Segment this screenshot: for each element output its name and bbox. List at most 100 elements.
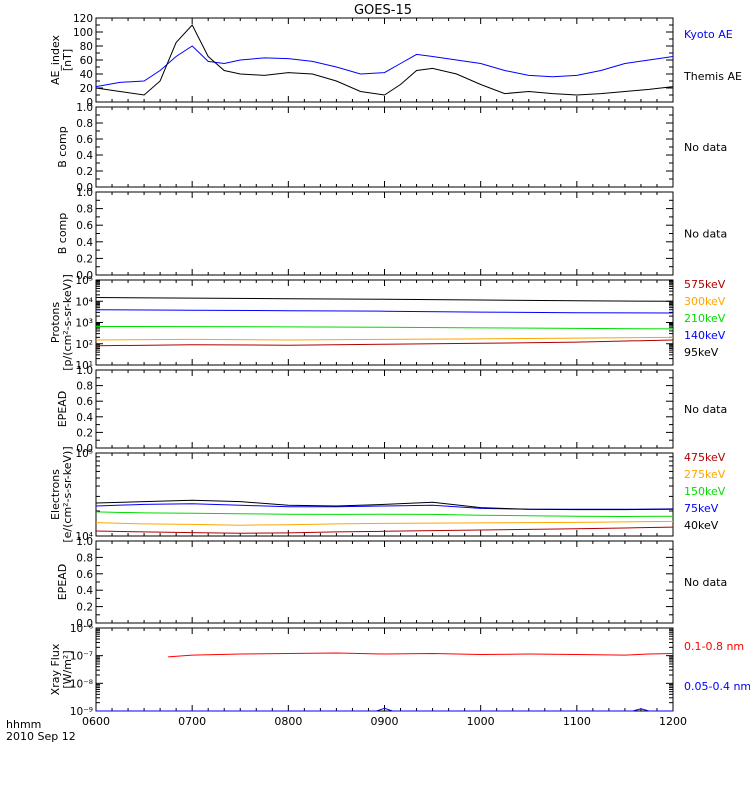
y-axis-label: [nT] [61,49,74,71]
y-tick-label: 10¹ [75,360,93,372]
panel-4: 10¹ 10² 10³ 10⁴ 10⁵ Protons [p/(cm²-s-sr-keV)]… [49,274,726,372]
panel-frame [95,627,674,712]
series-line-210kev [95,326,674,330]
series-line-150kev [95,511,674,518]
no-data-note: No data [684,403,727,416]
series-line-95kev [95,297,674,302]
series-line-kyoto-ae [95,45,674,88]
panel-5: 0.0 0.2 0.4 0.6 0.8 1.0 EPEAD No data [56,365,727,455]
legend-entry: 0.1-0.8 nm [684,640,744,653]
panel-frame [95,540,674,624]
y-tick-label: 0.6 [76,220,93,232]
y-tick-label: 0.6 [76,396,93,408]
series-line-0-05-0-4-nm [96,707,673,712]
series-line-themis-ae [95,24,674,96]
legend-entry: Kyoto AE [684,28,733,41]
no-data-note: No data [684,576,727,589]
y-tick-label: 0 [86,97,93,109]
y-tick-label: 0.4 [76,585,93,597]
x-tick-label: 1100 [563,715,591,728]
y-axis-label: B comp [56,126,69,168]
y-tick-label: 20 [80,83,93,95]
y-tick-label: 10⁵ [75,448,93,460]
y-tick-label: 80 [80,41,93,53]
panel-2: 0.0 0.2 0.4 0.6 0.8 1.0 B comp No data [56,102,727,194]
legend-entry: 140keV [684,329,726,342]
y-tick-label: 0.2 [76,602,93,614]
panel-8: 10⁻⁹ 10⁻⁸ 10⁻⁷ 10⁻⁶ Xray Flux [W/m²] 0.1-0.8 n… [49,623,750,728]
y-tick-label: 10⁻⁸ [70,678,93,690]
legend-entry: 150keV [684,485,726,498]
panel-7: 0.0 0.2 0.4 0.6 0.8 1.0 EPEAD No data [56,536,727,630]
legend-entry: 300keV [684,295,726,308]
y-tick-label: 0.4 [76,150,93,162]
y-axis-label: Xray Flux [49,643,62,695]
y-tick-label: 0.0 [76,270,93,282]
y-tick-label: 60 [80,55,93,67]
y-tick-label: 100 [73,27,93,39]
no-data-note: No data [684,228,727,241]
panel-3: 0.0 0.2 0.4 0.6 0.8 1.0 B comp No data [56,187,727,282]
y-tick-label: 0.0 [76,443,93,455]
y-tick-label: 1.0 [76,102,93,114]
x-tick-label: 0900 [371,715,399,728]
y-tick-label: 10⁵ [75,275,93,287]
y-tick-label: 0.2 [76,166,93,178]
y-axis-label: EPEAD [56,564,69,601]
y-axis-label: AE_index [49,34,62,85]
y-tick-label: 1.0 [76,536,93,548]
date-label: 2010 Sep 12 [6,730,76,743]
y-axis-label: [e/(cm²-s-sr-keV)] [61,446,74,542]
y-tick-label: 0.8 [76,204,93,216]
y-axis-label: [p/(cm²-s-sr-keV)] [61,274,74,371]
y-tick-label: 0.2 [76,427,93,439]
y-tick-label: 1.0 [76,365,93,377]
series-line-140kev [95,309,674,314]
panel-frame [95,17,674,103]
y-tick-label: 0.0 [76,182,93,194]
panel-frame [95,279,674,366]
x-tick-label: 0600 [82,715,110,728]
y-tick-label: 0.6 [76,569,93,581]
x-tick-label: 1200 [659,715,687,728]
legend-entry: 75keV [684,502,719,515]
series-line-300kev [95,336,674,341]
no-data-note: No data [684,141,727,154]
legend-entry: Themis AE [683,70,742,83]
y-tick-label: 0.8 [76,552,93,564]
y-tick-label: 10³ [75,318,93,330]
panel-frame [95,106,674,188]
y-tick-label: 0.4 [76,412,93,424]
panel-6: 10⁴ 10⁵ Electrons [e/(cm²-s-sr-keV)] 475keV 2… [49,446,726,543]
legend-entry: 475keV [684,451,726,464]
y-tick-label: 0.8 [76,381,93,393]
series-line-575kev [95,339,674,347]
y-tick-label: 10² [75,339,93,351]
x-tick-label: 1000 [467,715,495,728]
x-tick-label: 0800 [274,715,302,728]
y-axis-label: [W/m²] [61,650,74,688]
y-tick-label: 40 [80,69,93,81]
series-line-0-1-0-8-nm [168,652,674,658]
y-axis-label: Electrons [49,469,62,520]
figure-title: GOES-15 [354,3,412,18]
series-line-40kev [95,499,674,511]
legend-entry: 275keV [684,468,726,481]
y-tick-label: 10⁻⁹ [70,706,93,718]
y-tick-label: 10⁴ [75,296,93,308]
panel-frame [95,369,674,449]
series-line-275kev [95,520,674,526]
y-tick-label: 10⁻⁶ [70,623,93,635]
panels: 0 20 40 60 80 100 120 AE_index [nT] Kyoto AE Themi… [49,13,750,728]
series-line-475kev [95,526,674,534]
y-tick-label: 10⁻⁷ [70,651,93,663]
legend-entry: 575keV [684,278,726,291]
y-tick-label: 0.6 [76,134,93,146]
legend-entry: 210keV [684,312,726,325]
y-axis-label: Protons [49,302,62,343]
panel-frame [95,191,674,276]
y-tick-label: 0.2 [76,253,93,265]
panel-1: 0 20 40 60 80 100 120 AE_index [nT] Kyoto AE Themi… [49,13,742,109]
y-tick-label: 0.8 [76,118,93,130]
